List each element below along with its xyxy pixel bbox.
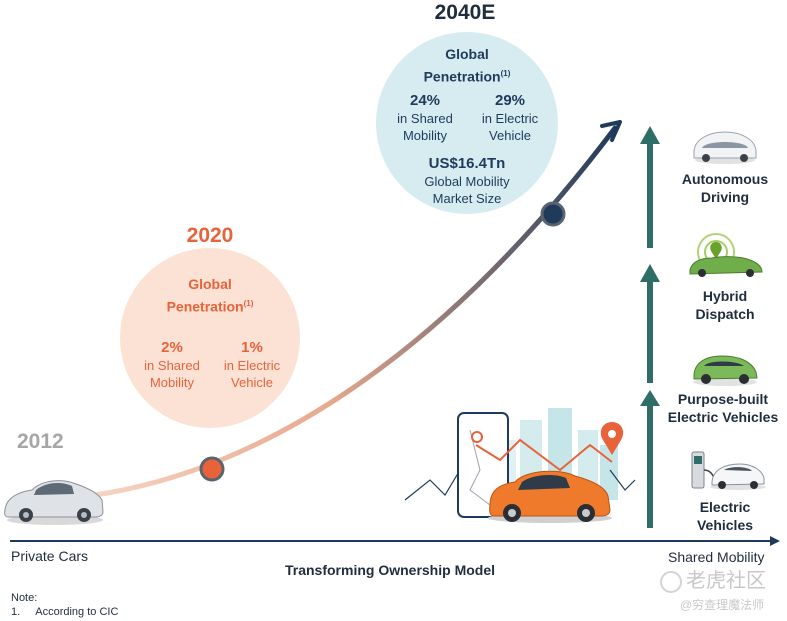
stage-label-electric-vehicles-line1: Electric — [699, 499, 751, 515]
stat-2020-ev-line2: Vehicle — [231, 375, 273, 390]
note-item: 1. According to CIC — [11, 606, 118, 618]
stat-2040-shared-mobility: 24% in Shared Mobility — [385, 91, 465, 144]
year-2020-label: 2020 — [186, 224, 234, 247]
watermark-logo-icon — [660, 570, 682, 593]
private-car-icon — [4, 480, 104, 525]
stage-label-hybrid-dispatch: Hybrid Dispatch — [665, 287, 785, 323]
stat-2020-shared-mobility: 2% in Shared Mobility — [132, 338, 212, 391]
note-item-text: According to CIC — [35, 606, 119, 618]
stat-2040-ev-line1: in Electric — [481, 111, 539, 126]
axis-left-label: Private Cars — [11, 548, 89, 564]
stage-label-purpose-built-ev-line1: Purpose-built — [677, 391, 769, 407]
growth-curve-arrowhead — [600, 120, 622, 142]
footnote-mark-2020: (1) — [243, 299, 254, 308]
stat-2040-shared-line1: in Shared — [397, 111, 453, 126]
note-heading: Note: — [11, 592, 38, 604]
stage-label-hybrid-dispatch-line1: Hybrid — [702, 288, 748, 304]
stat-2020-shared-line2: Mobility — [149, 375, 195, 390]
stage-label-electric-vehicles: Electric Vehicles — [665, 498, 785, 534]
electric-vehicle-charging-icon — [691, 451, 766, 490]
stat-2040-shared-value: 24% — [409, 92, 441, 109]
penetration-2020-title-line2: Penetration — [166, 298, 244, 315]
note-item-number: 1. — [11, 606, 21, 618]
growth-curve — [92, 125, 618, 498]
milestone-dot-2020 — [199, 456, 225, 482]
penetration-2020-title-line1: Global — [188, 276, 232, 292]
ownership-axis-arrowhead — [770, 536, 780, 546]
hybrid-dispatch-icon — [689, 233, 763, 277]
stage-label-autonomous-driving-line2: Driving — [700, 189, 750, 205]
stage-label-purpose-built-ev-line2: Electric Vehicles — [667, 409, 779, 425]
market-size-line2: Market Size — [432, 191, 502, 206]
watermark-line1: 老虎社区 — [686, 570, 766, 592]
market-size-value: US$16.4Tn — [428, 155, 506, 172]
orange-car-icon — [488, 470, 612, 523]
stat-2040-shared-line2: Mobility — [402, 128, 448, 143]
stage-label-purpose-built-ev: Purpose-built Electric Vehicles — [662, 390, 784, 426]
milestone-dot-2040 — [540, 201, 566, 227]
bubble-2020 — [120, 248, 300, 428]
stat-2020-shared-value: 2% — [161, 339, 183, 356]
stage-arrows — [640, 126, 660, 528]
bubble-2040 — [376, 32, 558, 214]
stage-label-electric-vehicles-line2: Vehicles — [696, 517, 754, 533]
footnote-mark-2040: (1) — [500, 69, 511, 78]
stat-2040-ev-line2: Vehicle — [489, 128, 531, 143]
autonomous-driving-icon — [693, 131, 757, 164]
penetration-2040-title: Global Penetration(1) — [387, 45, 547, 87]
watermark-handle: @穷查理魔法师 — [680, 598, 765, 612]
stage-label-hybrid-dispatch-line2: Dispatch — [695, 306, 755, 322]
stage-label-autonomous-driving-line1: Autonomous — [681, 171, 769, 187]
purpose-built-ev-icon — [693, 355, 758, 386]
market-size-line1: Global Mobility — [424, 174, 510, 189]
axis-right-label: Shared Mobility — [668, 549, 765, 565]
market-size-2040: US$16.4Tn Global Mobility Market Size — [397, 154, 537, 207]
watermark: 老虎社区 — [660, 564, 766, 593]
penetration-2020-title: Global Penetration(1) — [130, 275, 290, 317]
stat-2020-ev-line1: in Electric — [223, 358, 281, 373]
penetration-2040-title-line1: Global — [445, 46, 489, 62]
axis-title: Transforming Ownership Model — [284, 562, 496, 578]
stat-2020-electric-vehicle: 1% in Electric Vehicle — [212, 338, 292, 391]
year-2040e-label: 2040E — [434, 1, 496, 24]
stat-2020-ev-value: 1% — [241, 339, 263, 356]
stat-2020-shared-line1: in Shared — [144, 358, 200, 373]
stat-2040-ev-value: 29% — [494, 92, 526, 109]
year-2012-label: 2012 — [17, 430, 64, 453]
stat-2040-electric-vehicle: 29% in Electric Vehicle — [470, 91, 550, 144]
penetration-2040-title-line2: Penetration — [423, 68, 501, 85]
stage-label-autonomous-driving: Autonomous Driving — [665, 170, 785, 206]
